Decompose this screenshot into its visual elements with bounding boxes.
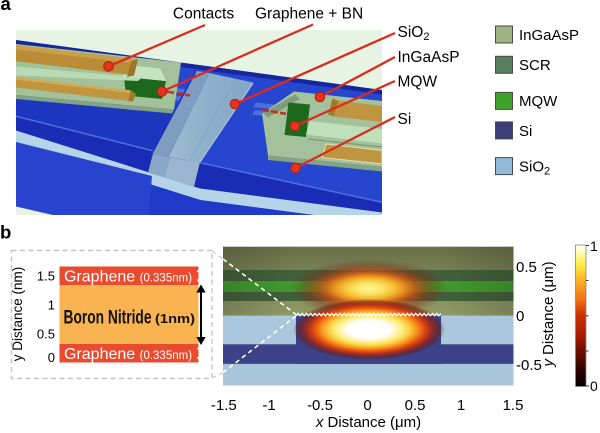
svg-text:x Distance (μm): x Distance (μm): [315, 414, 421, 431]
svg-text:-1.5: -1.5: [211, 397, 237, 414]
svg-text:SCR: SCR: [519, 57, 551, 74]
svg-text:Si: Si: [519, 123, 532, 140]
svg-text:-1: -1: [262, 397, 275, 414]
svg-text:y Distance (μm): y Distance (μm): [540, 261, 557, 367]
svg-text:MQW: MQW: [519, 93, 558, 110]
svg-text:(1nm): (1nm): [155, 311, 195, 326]
svg-text:MQW: MQW: [398, 74, 438, 91]
svg-text:a: a: [1, 0, 12, 14]
svg-text:Contacts: Contacts: [173, 6, 234, 23]
svg-text:0: 0: [363, 397, 371, 414]
svg-text:InGaAsP: InGaAsP: [519, 27, 579, 44]
svg-text:y Distance (nm): y Distance (nm): [10, 267, 25, 362]
svg-text:b: b: [0, 222, 11, 243]
svg-text:1: 1: [457, 397, 465, 414]
svg-text:1.5: 1.5: [37, 269, 55, 284]
svg-text:-0.5: -0.5: [307, 397, 333, 414]
svg-text:0: 0: [48, 350, 55, 365]
svg-text:0.5: 0.5: [516, 259, 537, 276]
svg-text:Graphene (0.335nm): Graphene (0.335nm): [64, 269, 192, 286]
svg-text:1.5: 1.5: [503, 397, 524, 414]
svg-text:Graphene + BN: Graphene + BN: [255, 6, 363, 23]
svg-text:0.5: 0.5: [37, 327, 55, 342]
svg-text:InGaAsP: InGaAsP: [398, 49, 460, 66]
svg-text:-0.5: -0.5: [516, 357, 542, 374]
svg-text:0: 0: [516, 308, 524, 325]
svg-text:Boron Nitride: Boron Nitride: [64, 308, 152, 329]
svg-text:1: 1: [590, 238, 598, 254]
svg-text:SiO2: SiO2: [398, 24, 430, 43]
svg-text:Si: Si: [398, 111, 412, 128]
svg-text:SiO2: SiO2: [519, 159, 550, 178]
svg-text:1: 1: [48, 298, 55, 313]
svg-text:0.5: 0.5: [405, 397, 426, 414]
svg-text:Graphene (0.335nm): Graphene (0.335nm): [64, 346, 192, 363]
svg-text:0: 0: [590, 378, 598, 394]
